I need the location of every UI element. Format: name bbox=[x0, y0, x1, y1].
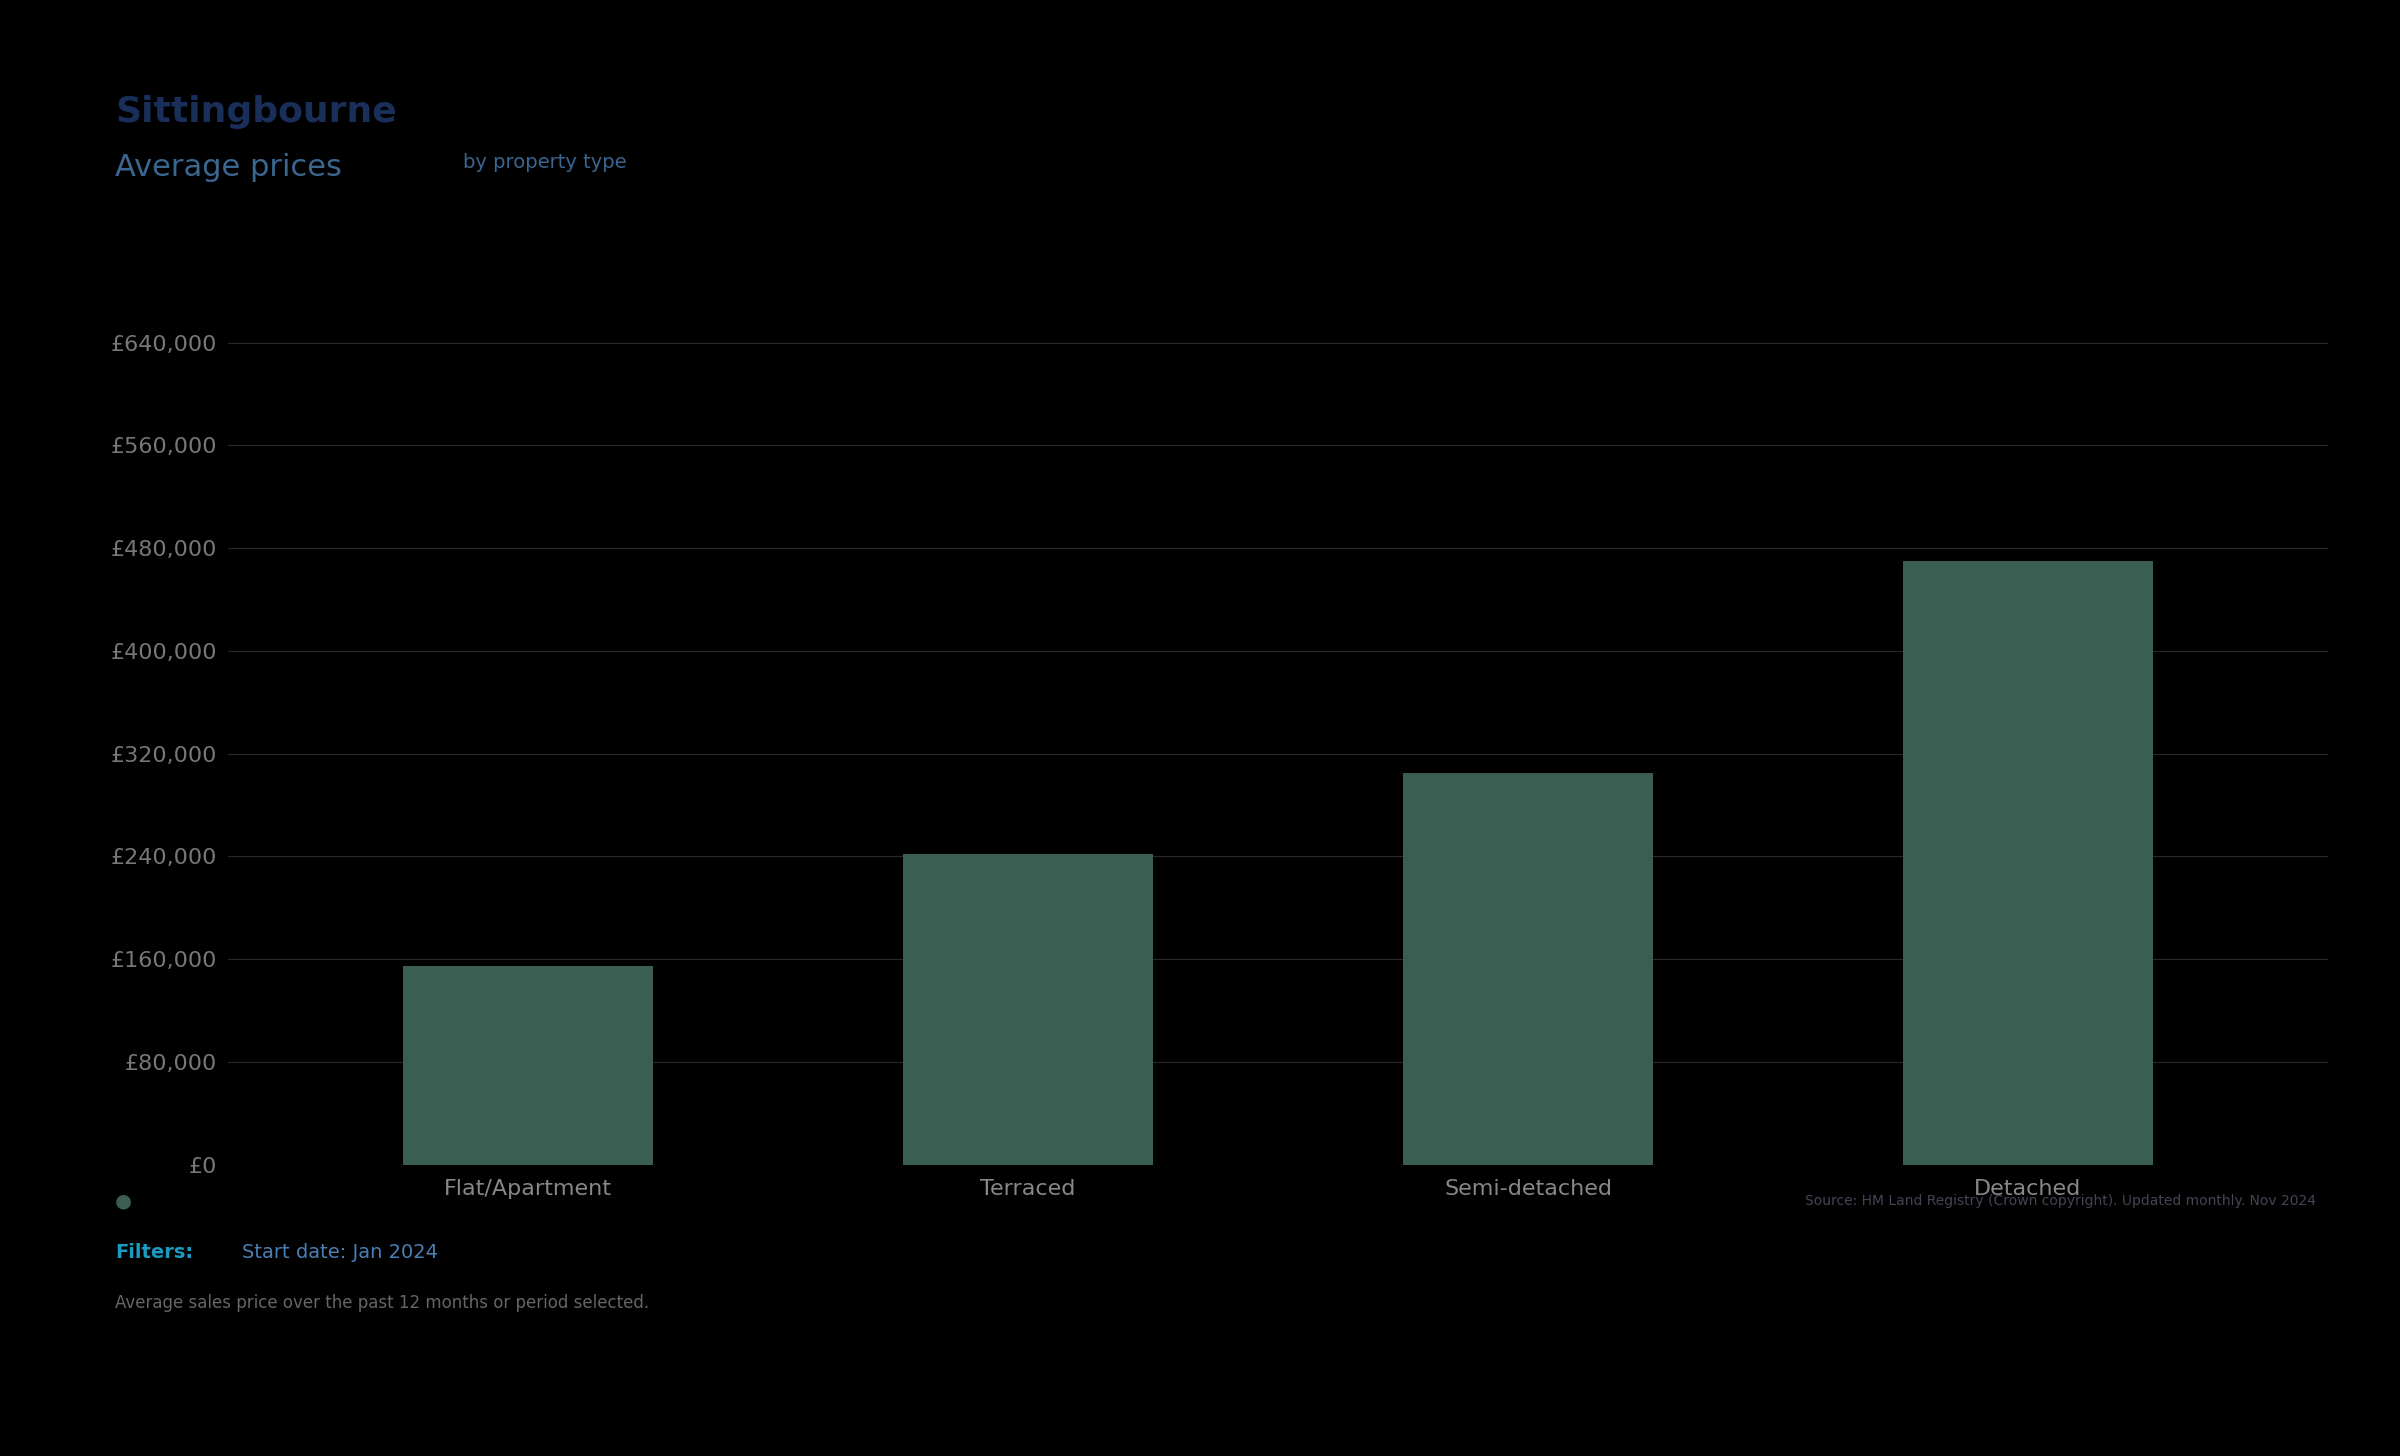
Text: Source: HM Land Registry (Crown copyright). Updated monthly. Nov 2024: Source: HM Land Registry (Crown copyrigh… bbox=[1805, 1194, 2316, 1208]
Bar bbox=[902, 853, 1152, 1165]
Text: Filters:: Filters: bbox=[115, 1242, 194, 1262]
Text: by property type: by property type bbox=[463, 153, 626, 172]
Bar bbox=[1903, 561, 2153, 1165]
Bar bbox=[403, 965, 653, 1165]
Text: Average sales price over the past 12 months or period selected.: Average sales price over the past 12 mon… bbox=[115, 1294, 650, 1312]
Bar bbox=[1404, 773, 1654, 1165]
Text: Average prices: Average prices bbox=[115, 153, 343, 182]
Text: Start date: Jan 2024: Start date: Jan 2024 bbox=[242, 1242, 439, 1262]
Text: Sittingbourne: Sittingbourne bbox=[115, 95, 396, 128]
Text: ●: ● bbox=[115, 1191, 132, 1211]
